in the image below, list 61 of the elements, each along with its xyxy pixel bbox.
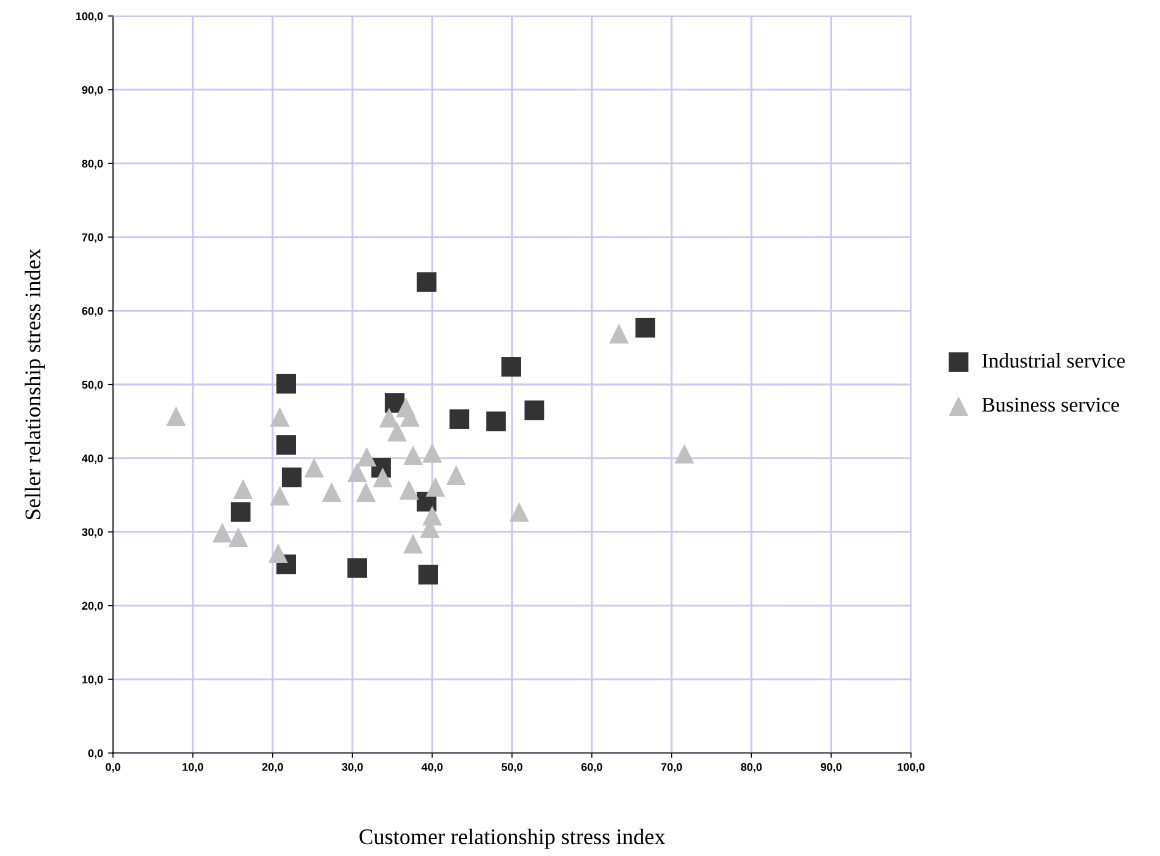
point: [486, 411, 506, 432]
point: [233, 479, 253, 499]
point: [403, 533, 423, 554]
point: [674, 443, 695, 464]
y-tick-label: 50,0: [82, 380, 103, 391]
point: [422, 443, 443, 463]
point: [418, 564, 439, 585]
point: [230, 502, 251, 522]
point: [387, 421, 407, 442]
point: [276, 373, 296, 394]
point: [276, 435, 296, 455]
x-tick-label: 60,0: [581, 763, 603, 773]
y-tick-label: 100,0: [76, 12, 103, 22]
point: [269, 407, 290, 427]
x-tick-label: 40,0: [421, 763, 443, 773]
x-tick-label: 30,0: [341, 763, 363, 773]
point: [635, 317, 656, 338]
point: [347, 462, 368, 483]
y-tick-label: 30,0: [81, 528, 103, 538]
point: [449, 409, 470, 429]
point: [416, 272, 437, 292]
point: [399, 480, 419, 500]
point: [509, 502, 529, 522]
legend-label: Business service: [982, 397, 1120, 412]
point: [166, 406, 186, 427]
y-tick-label: 40,0: [81, 454, 103, 464]
point: [609, 323, 629, 344]
point: [321, 482, 342, 502]
point: [356, 446, 377, 467]
point: [347, 558, 368, 578]
x-tick-label: 100,0: [897, 763, 925, 773]
y-tick-label: 10,0: [82, 675, 103, 686]
y-tick-label: 80,0: [82, 159, 103, 170]
point: [304, 457, 324, 478]
x-tick-label: 80,0: [740, 763, 762, 773]
x-tick-label: 90,0: [820, 763, 842, 773]
y-tick-label: 20,0: [82, 601, 103, 612]
point: [372, 467, 393, 488]
x-axis-title: Customer relationship stress index: [359, 828, 666, 849]
x-tick-label: 10,0: [182, 763, 204, 773]
point: [446, 465, 466, 485]
x-tick-label: 20,0: [262, 763, 283, 773]
point: [281, 467, 302, 488]
point: [268, 543, 289, 564]
x-tick-label: 70,0: [661, 763, 682, 773]
point: [212, 522, 233, 543]
y-axis-title: Seller relationship stress index: [24, 248, 45, 520]
x-tick-label: 0,0: [105, 763, 121, 773]
y-tick-label: 90,0: [82, 85, 103, 96]
y-tick-label: 70,0: [82, 233, 103, 243]
point: [524, 400, 545, 421]
legend-label: Industrial service: [982, 353, 1125, 368]
point: [425, 477, 446, 497]
x-tick-label: 50,0: [501, 763, 523, 773]
point: [356, 482, 376, 502]
point: [501, 356, 522, 377]
point: [403, 445, 423, 466]
y-tick-label: 0,0: [88, 749, 103, 759]
y-tick-label: 60,0: [82, 307, 103, 317]
point: [269, 485, 290, 506]
point: [228, 527, 249, 547]
